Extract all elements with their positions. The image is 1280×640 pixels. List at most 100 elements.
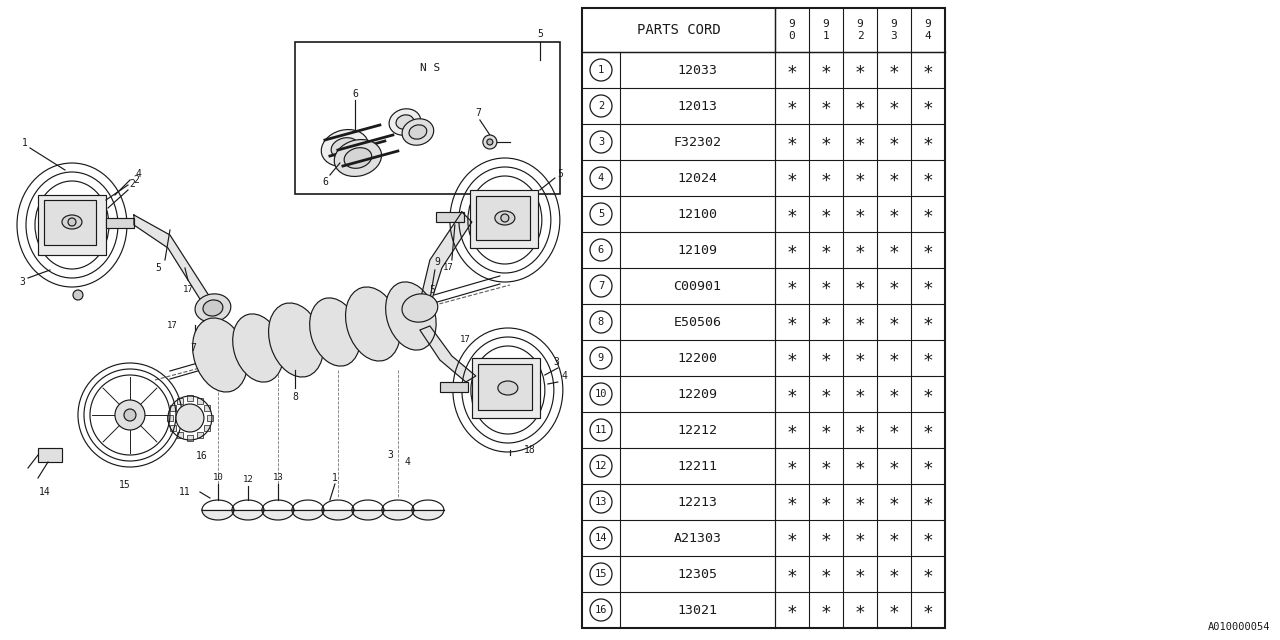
Text: ∗: ∗ bbox=[787, 385, 797, 403]
Text: ∗: ∗ bbox=[923, 277, 933, 295]
Polygon shape bbox=[352, 510, 384, 520]
Circle shape bbox=[590, 311, 612, 333]
Text: ∗: ∗ bbox=[923, 61, 933, 79]
Ellipse shape bbox=[192, 318, 247, 392]
Text: 16: 16 bbox=[196, 451, 207, 461]
Polygon shape bbox=[381, 510, 413, 520]
Text: 12: 12 bbox=[595, 461, 607, 471]
Circle shape bbox=[73, 290, 83, 300]
Ellipse shape bbox=[402, 119, 434, 145]
Circle shape bbox=[486, 139, 493, 145]
Circle shape bbox=[175, 404, 204, 432]
Text: 10: 10 bbox=[595, 389, 607, 399]
Text: ∗: ∗ bbox=[787, 241, 797, 259]
Text: ∗: ∗ bbox=[923, 349, 933, 367]
Bar bbox=[472, 358, 540, 418]
Text: 1: 1 bbox=[332, 473, 338, 483]
Text: ∗: ∗ bbox=[820, 601, 832, 619]
Ellipse shape bbox=[389, 109, 421, 135]
Text: ∗: ∗ bbox=[888, 205, 900, 223]
Text: 14: 14 bbox=[40, 487, 51, 497]
Text: ∗: ∗ bbox=[923, 313, 933, 331]
Text: ∗: ∗ bbox=[888, 169, 900, 187]
Bar bbox=[440, 382, 468, 392]
Polygon shape bbox=[134, 215, 220, 315]
Text: 8: 8 bbox=[598, 317, 604, 327]
Text: 12211: 12211 bbox=[677, 460, 718, 472]
Text: ∗: ∗ bbox=[888, 385, 900, 403]
Bar bbox=[187, 435, 193, 441]
Text: 4: 4 bbox=[404, 457, 411, 467]
Text: E50506: E50506 bbox=[673, 316, 722, 328]
Bar bbox=[476, 196, 530, 240]
Text: ∗: ∗ bbox=[855, 529, 865, 547]
Text: ∗: ∗ bbox=[820, 133, 832, 151]
Bar bbox=[436, 212, 463, 222]
Text: ∗: ∗ bbox=[923, 205, 933, 223]
Text: ∗: ∗ bbox=[855, 313, 865, 331]
Circle shape bbox=[590, 419, 612, 441]
Text: ∗: ∗ bbox=[888, 61, 900, 79]
Text: 17: 17 bbox=[183, 285, 193, 294]
Text: 5: 5 bbox=[155, 263, 161, 273]
Circle shape bbox=[590, 203, 612, 225]
Text: 2: 2 bbox=[598, 101, 604, 111]
Text: ∗: ∗ bbox=[820, 241, 832, 259]
Text: 17: 17 bbox=[443, 264, 453, 273]
Text: 9: 9 bbox=[434, 257, 440, 267]
Text: ∗: ∗ bbox=[787, 421, 797, 439]
Text: 9
2: 9 2 bbox=[856, 19, 864, 41]
Circle shape bbox=[590, 275, 612, 297]
Polygon shape bbox=[417, 212, 472, 312]
Text: ∗: ∗ bbox=[855, 61, 865, 79]
Text: ∗: ∗ bbox=[855, 241, 865, 259]
Text: ∗: ∗ bbox=[923, 97, 933, 115]
Text: ∗: ∗ bbox=[820, 349, 832, 367]
Text: ∗: ∗ bbox=[820, 457, 832, 475]
Ellipse shape bbox=[344, 148, 371, 168]
Circle shape bbox=[124, 409, 136, 421]
Text: 9
1: 9 1 bbox=[823, 19, 829, 41]
Bar bbox=[38, 448, 61, 462]
Text: ∗: ∗ bbox=[820, 313, 832, 331]
Text: 4: 4 bbox=[562, 371, 568, 381]
Ellipse shape bbox=[204, 300, 223, 316]
Ellipse shape bbox=[495, 211, 515, 225]
Text: ∗: ∗ bbox=[923, 457, 933, 475]
Text: ∗: ∗ bbox=[923, 133, 933, 151]
Text: 9
4: 9 4 bbox=[924, 19, 932, 41]
Text: 16: 16 bbox=[595, 605, 607, 615]
Bar bbox=[177, 397, 183, 404]
Bar bbox=[294, 42, 559, 194]
Text: 12209: 12209 bbox=[677, 387, 718, 401]
Text: ∗: ∗ bbox=[888, 565, 900, 583]
Text: ∗: ∗ bbox=[855, 97, 865, 115]
Circle shape bbox=[68, 218, 76, 226]
Text: ∗: ∗ bbox=[923, 493, 933, 511]
Text: 12013: 12013 bbox=[677, 99, 718, 113]
Text: ∗: ∗ bbox=[820, 61, 832, 79]
Text: 10: 10 bbox=[212, 474, 223, 483]
Ellipse shape bbox=[396, 115, 413, 129]
Text: ∗: ∗ bbox=[820, 277, 832, 295]
Polygon shape bbox=[202, 510, 234, 520]
Text: 3: 3 bbox=[553, 357, 559, 367]
Text: ∗: ∗ bbox=[855, 601, 865, 619]
Circle shape bbox=[590, 383, 612, 405]
Text: N S: N S bbox=[420, 63, 440, 73]
Circle shape bbox=[590, 347, 612, 369]
Text: 9
3: 9 3 bbox=[891, 19, 897, 41]
Polygon shape bbox=[232, 510, 264, 520]
Text: 13021: 13021 bbox=[677, 604, 718, 616]
Ellipse shape bbox=[402, 294, 438, 322]
Bar bbox=[205, 425, 210, 431]
Circle shape bbox=[590, 131, 612, 153]
Text: 12033: 12033 bbox=[677, 63, 718, 77]
Text: ∗: ∗ bbox=[820, 565, 832, 583]
Circle shape bbox=[590, 59, 612, 81]
Text: ∗: ∗ bbox=[820, 385, 832, 403]
Bar bbox=[205, 405, 210, 411]
Ellipse shape bbox=[269, 303, 324, 377]
Bar bbox=[207, 415, 212, 421]
Text: 2: 2 bbox=[133, 175, 140, 185]
